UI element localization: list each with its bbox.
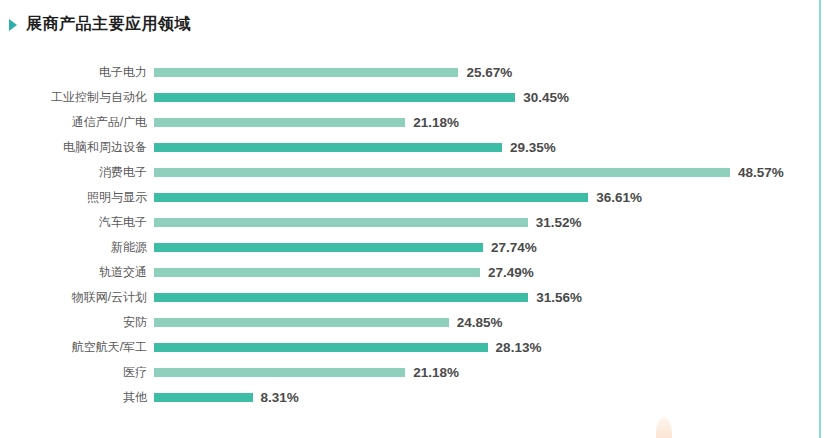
category-label: 电脑和周边设备: [6, 139, 154, 156]
category-label: 汽车电子: [6, 214, 154, 231]
chart-row: 安防 24.85%: [6, 310, 796, 335]
category-label: 通信产品/广电: [6, 114, 154, 131]
category-label: 轨道交通: [6, 264, 154, 281]
chart-row: 工业控制与自动化 30.45%: [6, 85, 796, 110]
category-label: 消费电子: [6, 164, 154, 181]
page: 展商产品主要应用领域 电子电力 25.67% 工业控制与自动化 30.45% 通信产品/…: [0, 0, 826, 438]
bar: [154, 143, 502, 152]
value-label: 21.18%: [413, 115, 459, 130]
bar: [154, 343, 488, 352]
category-label: 电子电力: [6, 64, 154, 81]
bar: [154, 218, 528, 227]
value-label: 36.61%: [596, 190, 642, 205]
bar: [154, 93, 515, 102]
category-label: 物联网/云计划: [6, 289, 154, 306]
chart-row: 其他 8.31%: [6, 385, 796, 410]
bar: [154, 243, 483, 252]
value-label: 31.56%: [536, 290, 582, 305]
bar: [154, 168, 730, 177]
chart-row: 消费电子 48.57%: [6, 160, 796, 185]
category-label: 照明与显示: [6, 189, 154, 206]
chart-row: 汽车电子 31.52%: [6, 210, 796, 235]
value-label: 28.13%: [496, 340, 542, 355]
decorative-peach-shape: [656, 417, 672, 438]
value-label: 27.49%: [488, 265, 534, 280]
chart-row: 通信产品/广电 21.18%: [6, 110, 796, 135]
chart-row: 电子电力 25.67%: [6, 60, 796, 85]
value-label: 30.45%: [523, 90, 569, 105]
value-label: 25.67%: [466, 65, 512, 80]
bar-chart: 电子电力 25.67% 工业控制与自动化 30.45% 通信产品/广电 21.18% 电脑和…: [6, 60, 796, 410]
value-label: 29.35%: [510, 140, 556, 155]
category-label: 航空航天/军工: [6, 339, 154, 356]
chart-row: 物联网/云计划 31.56%: [6, 285, 796, 310]
value-label: 27.74%: [491, 240, 537, 255]
chart-row: 电脑和周边设备 29.35%: [6, 135, 796, 160]
title-arrow-icon: [9, 19, 17, 31]
chart-row: 航空航天/军工 28.13%: [6, 335, 796, 360]
category-label: 工业控制与自动化: [6, 89, 154, 106]
bar: [154, 293, 528, 302]
value-label: 8.31%: [261, 390, 299, 405]
page-title: 展商产品主要应用领域: [26, 14, 191, 35]
right-border-line: [819, 0, 821, 438]
category-label: 新能源: [6, 239, 154, 256]
chart-row: 新能源 27.74%: [6, 235, 796, 260]
bar: [154, 393, 253, 402]
category-label: 医疗: [6, 364, 154, 381]
bar: [154, 118, 405, 127]
category-label: 其他: [6, 389, 154, 406]
bar: [154, 268, 480, 277]
chart-row: 轨道交通 27.49%: [6, 260, 796, 285]
bar: [154, 68, 458, 77]
value-label: 21.18%: [413, 365, 459, 380]
chart-row: 照明与显示 36.61%: [6, 185, 796, 210]
chart-row: 医疗 21.18%: [6, 360, 796, 385]
bar: [154, 318, 449, 327]
category-label: 安防: [6, 314, 154, 331]
chart-header: 展商产品主要应用领域: [9, 14, 191, 35]
value-label: 24.85%: [457, 315, 503, 330]
value-label: 48.57%: [738, 165, 784, 180]
bar: [154, 193, 588, 202]
value-label: 31.52%: [536, 215, 582, 230]
bar: [154, 368, 405, 377]
